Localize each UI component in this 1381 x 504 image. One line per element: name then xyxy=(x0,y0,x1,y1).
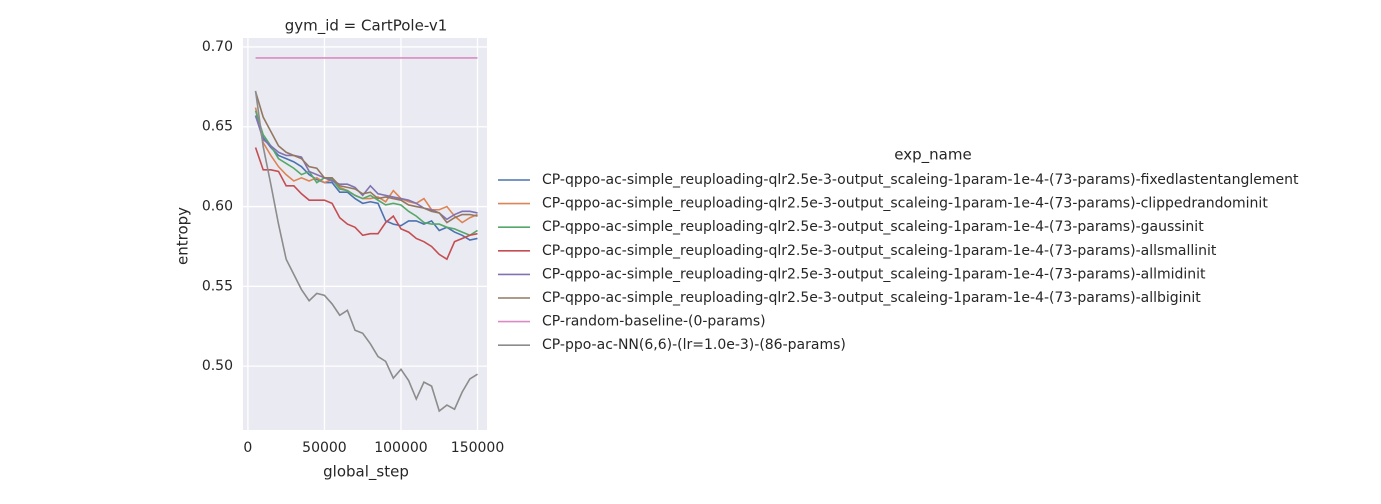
x-tick-label: 100000 xyxy=(374,440,427,456)
legend-label: CP-qppo-ac-simple_reuploading-qlr2.5e-3-… xyxy=(542,290,1201,306)
x-tick-label: 0 xyxy=(243,440,252,456)
x-tick-label: 150000 xyxy=(451,440,504,456)
y-tick-label: 0.60 xyxy=(202,199,233,215)
x-axis-label: global_step xyxy=(323,463,409,482)
y-tick-label: 0.50 xyxy=(202,358,233,374)
y-tick-label: 0.55 xyxy=(202,278,233,294)
data-line xyxy=(254,115,478,241)
data-line xyxy=(254,110,478,237)
data-line xyxy=(254,90,478,413)
y-axis-label: entropy xyxy=(174,207,192,265)
legend-label: CP-ppo-ac-NN(6,6)-(lr=1.0e-3)-(86-params… xyxy=(542,337,846,353)
y-tick-label: 0.70 xyxy=(202,39,233,55)
data-line xyxy=(254,107,478,224)
legend-label: CP-qppo-ac-simple_reuploading-qlr2.5e-3-… xyxy=(542,172,1299,188)
y-tick-label: 0.65 xyxy=(202,119,233,135)
data-line xyxy=(254,147,478,261)
legend-label: CP-qppo-ac-simple_reuploading-qlr2.5e-3-… xyxy=(542,219,1204,235)
legend-label: CP-random-baseline-(0-params) xyxy=(542,314,766,330)
legend-title: exp_name xyxy=(894,146,971,165)
legend-label: CP-qppo-ac-simple_reuploading-qlr2.5e-3-… xyxy=(542,243,1217,259)
legend-label: CP-qppo-ac-simple_reuploading-qlr2.5e-3-… xyxy=(542,196,1268,212)
chart-title: gym_id = CartPole-v1 xyxy=(285,17,448,36)
legend-label: CP-qppo-ac-simple_reuploading-qlr2.5e-3-… xyxy=(542,266,1206,282)
x-tick-label: 50000 xyxy=(302,440,347,456)
data-line xyxy=(254,91,478,224)
